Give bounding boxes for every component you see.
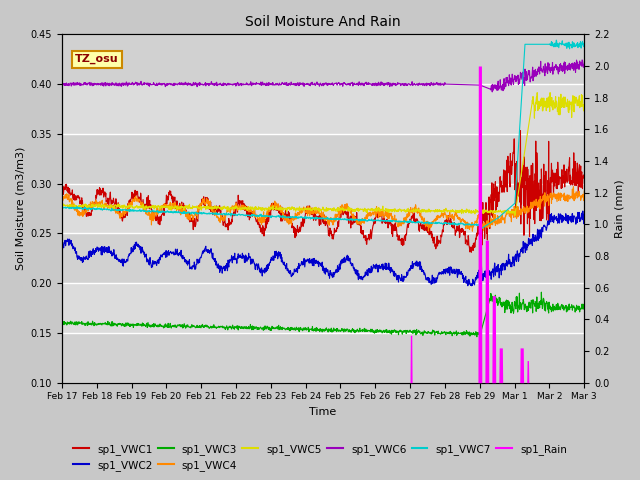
sp1_VWC5 [546,90,554,96]
sp1_VWC1 [580,174,588,180]
sp1_VWC3 [280,325,287,331]
sp1_VWC2 [99,247,106,253]
Bar [62,233,584,283]
sp1_VWC2 [355,275,363,281]
sp1_VWC1 [516,128,524,133]
Y-axis label: Soil Moisture (m3/m3): Soil Moisture (m3/m3) [15,147,25,270]
sp1_VWC7 [580,44,588,50]
sp1_VWC7 [120,207,127,213]
Line: sp1_VWC3: sp1_VWC3 [62,292,584,337]
sp1_VWC2 [300,258,308,264]
sp1_VWC4 [468,228,476,234]
sp1_VWC3 [99,320,106,326]
sp1_VWC4 [580,188,588,194]
sp1_VWC5 [58,203,66,209]
sp1_VWC4 [291,215,298,220]
sp1_VWC6 [99,83,106,88]
sp1_VWC5 [291,205,298,211]
sp1_VWC5 [120,204,127,210]
sp1_VWC4 [300,204,308,210]
sp1_VWC6 [579,57,586,63]
Y-axis label: Rain (mm): Rain (mm) [615,179,625,238]
sp1_VWC2 [291,266,298,272]
Text: TZ_osu: TZ_osu [75,54,118,64]
sp1_VWC1 [300,218,308,224]
Line: sp1_VWC5: sp1_VWC5 [62,93,584,216]
sp1_VWC6 [300,82,308,87]
sp1_VWC7 [291,215,298,220]
Line: sp1_VWC7: sp1_VWC7 [62,40,584,229]
sp1_VWC1 [280,213,287,219]
sp1_VWC3 [355,327,363,333]
sp1_VWC3 [291,326,298,332]
Bar [62,35,584,84]
sp1_VWC5 [355,207,363,213]
sp1_VWC6 [58,81,66,86]
Line: sp1_VWC1: sp1_VWC1 [62,131,584,252]
sp1_VWC6 [280,82,287,87]
sp1_VWC3 [300,326,308,332]
sp1_VWC5 [280,207,287,213]
sp1_VWC4 [355,219,363,225]
sp1_VWC3 [120,321,127,327]
sp1_VWC2 [580,211,588,217]
sp1_VWC7 [58,205,66,211]
sp1_VWC2 [579,208,587,214]
sp1_VWC2 [468,283,476,288]
sp1_VWC4 [280,213,287,219]
sp1_VWC7 [476,227,484,232]
sp1_VWC4 [570,184,577,190]
X-axis label: Time: Time [309,407,337,417]
sp1_VWC1 [120,214,127,220]
sp1_VWC2 [280,262,287,267]
sp1_VWC3 [538,289,545,295]
sp1_VWC1 [355,221,363,227]
Bar [62,333,584,383]
sp1_VWC1 [99,188,106,194]
sp1_VWC4 [120,209,127,215]
Line: sp1_VWC4: sp1_VWC4 [62,187,584,231]
sp1_VWC3 [473,334,481,340]
sp1_VWC4 [99,197,106,203]
sp1_VWC6 [580,61,588,67]
sp1_VWC5 [580,108,588,114]
sp1_VWC3 [58,319,66,325]
sp1_VWC5 [99,204,106,209]
sp1_VWC7 [355,216,363,222]
sp1_VWC1 [58,188,66,193]
sp1_VWC5 [511,213,519,218]
sp1_VWC1 [467,250,475,255]
Legend: sp1_VWC1, sp1_VWC2, sp1_VWC3, sp1_VWC4, sp1_VWC5, sp1_VWC6, sp1_VWC7, sp1_Rain: sp1_VWC1, sp1_VWC2, sp1_VWC3, sp1_VWC4, … [69,439,571,475]
sp1_VWC4 [58,196,66,202]
Title: Soil Moisture And Rain: Soil Moisture And Rain [245,15,401,29]
sp1_VWC5 [300,207,308,213]
Line: sp1_VWC6: sp1_VWC6 [62,60,584,92]
sp1_VWC7 [552,37,560,43]
sp1_VWC2 [120,259,127,265]
sp1_VWC7 [300,215,308,220]
sp1_VWC7 [280,214,287,219]
sp1_VWC2 [58,244,66,250]
sp1_VWC7 [99,207,106,213]
Line: sp1_VWC2: sp1_VWC2 [62,211,584,286]
Bar [62,134,584,184]
sp1_VWC1 [291,224,298,230]
sp1_VWC6 [488,89,496,95]
sp1_VWC6 [355,79,363,84]
sp1_VWC6 [291,82,298,88]
sp1_VWC6 [120,83,127,88]
sp1_VWC3 [580,301,588,307]
